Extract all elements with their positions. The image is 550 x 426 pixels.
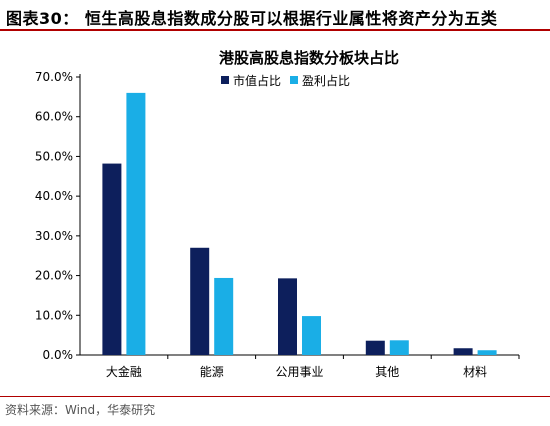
y-tick-label: 30.0% bbox=[35, 229, 73, 243]
y-tick-label: 10.0% bbox=[35, 308, 73, 322]
header-rule bbox=[0, 29, 550, 31]
y-tick-label: 70.0% bbox=[35, 70, 73, 84]
bar-其他-市值占比 bbox=[365, 340, 385, 355]
bar-其他-盈利占比 bbox=[389, 340, 409, 355]
legend-label-2: 盈利占比 bbox=[302, 73, 350, 88]
x-category-label: 其他 bbox=[375, 365, 399, 379]
bar-能源-市值占比 bbox=[190, 247, 210, 355]
legend-swatch-1 bbox=[221, 76, 229, 84]
x-category-label: 公用事业 bbox=[275, 365, 323, 379]
figure-title: 图表30： 恒生高股息指数成分股可以根据行业属性将资产分为五类 bbox=[6, 9, 498, 28]
bar-公用事业-市值占比 bbox=[278, 278, 297, 355]
figure-footer: 资料来源：Wind，华泰研究 bbox=[0, 396, 550, 426]
y-tick-label: 0.0% bbox=[43, 348, 74, 362]
x-category-label: 大金融 bbox=[106, 364, 142, 379]
legend-label-1: 市值占比 bbox=[233, 73, 281, 88]
figure-header: 图表30： 恒生高股息指数成分股可以根据行业属性将资产分为五类 bbox=[0, 0, 550, 32]
source-note: 资料来源：Wind，华泰研究 bbox=[5, 403, 156, 417]
y-tick-label: 40.0% bbox=[35, 189, 73, 203]
legend-swatch-2 bbox=[290, 76, 298, 84]
bar-材料-市值占比 bbox=[453, 348, 473, 355]
y-tick-label: 60.0% bbox=[35, 110, 73, 124]
chart-title: 港股高股息指数分板块占比 bbox=[219, 49, 399, 67]
bar-能源-盈利占比 bbox=[214, 277, 234, 355]
x-category-label: 材料 bbox=[463, 365, 487, 379]
x-category-label: 能源 bbox=[200, 365, 224, 379]
bar-材料-盈利占比 bbox=[477, 350, 497, 355]
bar-公用事业-盈利占比 bbox=[302, 316, 321, 355]
bar-大金融-盈利占比 bbox=[126, 92, 146, 355]
y-tick-label: 20.0% bbox=[35, 269, 73, 283]
y-tick-label: 50.0% bbox=[35, 149, 73, 163]
footer-rule bbox=[0, 396, 550, 397]
bar-大金融-市值占比 bbox=[102, 163, 122, 355]
